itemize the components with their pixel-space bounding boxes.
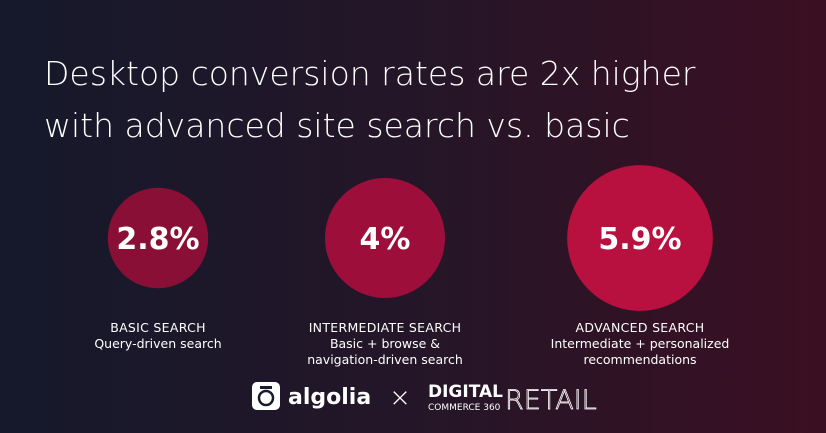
category: INTERMEDIATE SEARCH Basic + browse & navig… [275, 320, 495, 368]
category-name: INTERMEDIATE SEARCH [308, 320, 462, 335]
category-name: BASIC SEARCH [110, 320, 206, 335]
bubble [107, 187, 209, 289]
bubble [567, 165, 713, 311]
category-name: ADVANCED SEARCH [575, 320, 705, 335]
brand-icon-top [260, 386, 272, 389]
partner-sub: COMMERCE 360 [428, 403, 501, 413]
category-description: Basic + browse & [329, 336, 441, 351]
separator: × [389, 383, 411, 413]
category-description: Query-driven search [94, 336, 222, 351]
partner-main: DIGITAL [428, 382, 503, 402]
category-description: recommendations [583, 352, 697, 367]
value-label: 4% [360, 222, 411, 257]
title: Desktop conversion rates are 2x higher w… [44, 54, 696, 145]
category: ADVANCED SEARCH Intermediate + personaliz… [530, 320, 750, 368]
partner-tail: RETAIL [505, 385, 597, 414]
category-description: navigation-driven search [307, 352, 463, 367]
brand-icon-ring [257, 389, 275, 407]
value-label: 2.8% [116, 222, 199, 257]
category: BASIC SEARCH Query-driven search [48, 320, 268, 352]
footer: algolia × DIGITAL COMMERCE 360 RETAIL [0, 378, 826, 414]
brand: algolia [288, 385, 371, 410]
bubble [325, 178, 445, 298]
value-label: 5.9% [598, 222, 681, 257]
category-description: Intermediate + personalized [550, 336, 730, 351]
brand-icon [252, 382, 280, 410]
logos: algolia × DIGITAL COMMERCE 360 RETAIL [252, 382, 597, 414]
